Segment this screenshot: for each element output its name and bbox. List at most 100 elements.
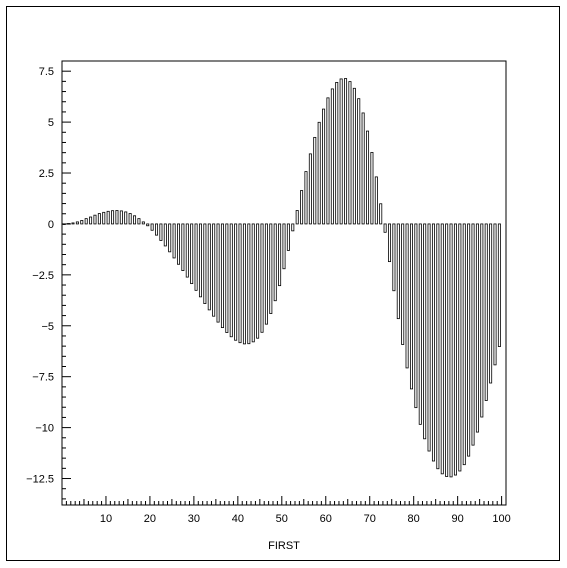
bar: [317, 121, 321, 225]
bar: [453, 223, 457, 476]
bar: [304, 171, 308, 225]
bar: [106, 210, 110, 225]
bar: [207, 223, 211, 311]
x-tick-label: 50: [276, 513, 288, 525]
bar: [366, 130, 370, 225]
bar: [133, 215, 137, 225]
bar: [330, 88, 334, 225]
bar: [409, 223, 413, 390]
bar: [396, 223, 400, 320]
bar: [190, 223, 194, 285]
bar: [352, 87, 356, 225]
bar: [238, 223, 242, 344]
bar: [493, 223, 497, 366]
bar: [405, 223, 409, 369]
bar: [251, 223, 255, 343]
bar: [344, 78, 348, 225]
bar: [264, 223, 268, 325]
bar: [427, 223, 431, 452]
bar: [216, 223, 220, 323]
bar: [146, 223, 150, 227]
bar: [181, 223, 185, 271]
bar: [370, 152, 374, 225]
x-axis-label: FIRST: [268, 540, 300, 552]
y-tick-label: −7.5: [32, 372, 54, 384]
bar: [172, 223, 176, 259]
x-tick-label: 10: [100, 513, 112, 525]
bar: [273, 223, 277, 302]
bar: [159, 223, 163, 241]
bar: [471, 223, 475, 446]
x-tick-label: 40: [232, 513, 244, 525]
bar: [308, 153, 312, 225]
bar: [124, 211, 128, 225]
bar: [374, 176, 378, 225]
x-tick-label: 20: [144, 513, 156, 525]
bar: [392, 223, 396, 292]
bar: [198, 223, 202, 298]
bar: [445, 223, 449, 477]
bar: [168, 223, 172, 253]
bar: [383, 223, 387, 233]
bar: [348, 81, 352, 225]
bar: [484, 223, 488, 401]
y-tick-label: −10: [35, 423, 54, 435]
bar: [269, 223, 273, 314]
bar: [234, 223, 238, 341]
bar: [229, 223, 233, 338]
y-axis-ticks: 7.5 5 2.5 0 −2.5 −5 −7.5 −10 −12.5: [26, 60, 71, 500]
x-tick-label: 70: [364, 513, 376, 525]
bar: [480, 223, 484, 418]
bar: [475, 223, 479, 433]
bar: [313, 136, 317, 225]
figure-frame: [6, 6, 560, 561]
bar: [176, 223, 180, 265]
bar: [71, 222, 75, 225]
bar: [84, 218, 88, 225]
bar: [436, 223, 440, 470]
bar: [155, 223, 159, 236]
bar: [80, 220, 84, 225]
bar: [141, 221, 145, 225]
bar: [111, 210, 115, 225]
bar: [339, 78, 343, 225]
bar: [418, 223, 422, 425]
bar: [401, 223, 405, 345]
bar: [462, 223, 466, 466]
x-tick-label: 100: [492, 513, 510, 525]
bar-group: [62, 78, 501, 478]
bar: [150, 223, 154, 231]
plot-area: [61, 60, 507, 506]
bar: [102, 211, 106, 225]
y-tick-label: −5: [41, 321, 54, 333]
bar: [322, 108, 326, 225]
bar: [212, 223, 216, 317]
bar: [128, 213, 132, 225]
bar: [497, 223, 501, 347]
bar: [115, 210, 119, 225]
y-tick-label: −2.5: [32, 270, 54, 282]
bar: [97, 213, 101, 225]
bar: [247, 223, 251, 345]
bar: [379, 203, 383, 225]
bar: [242, 223, 246, 345]
bar: [361, 112, 365, 225]
bar: [388, 223, 392, 263]
bar: [414, 223, 418, 409]
bar: [203, 223, 207, 304]
bar: [357, 98, 361, 225]
bar: [295, 210, 299, 225]
bar: [431, 223, 435, 462]
bar: [440, 223, 444, 475]
bar: [75, 221, 79, 225]
bar: [185, 223, 189, 278]
bar: [256, 223, 260, 339]
bar: [278, 223, 282, 287]
bar: [282, 223, 286, 270]
bar: [467, 223, 471, 457]
x-tick-label: 60: [320, 513, 332, 525]
y-tick-label: 5: [48, 117, 54, 129]
bar: [423, 223, 427, 440]
bar: [449, 223, 453, 478]
